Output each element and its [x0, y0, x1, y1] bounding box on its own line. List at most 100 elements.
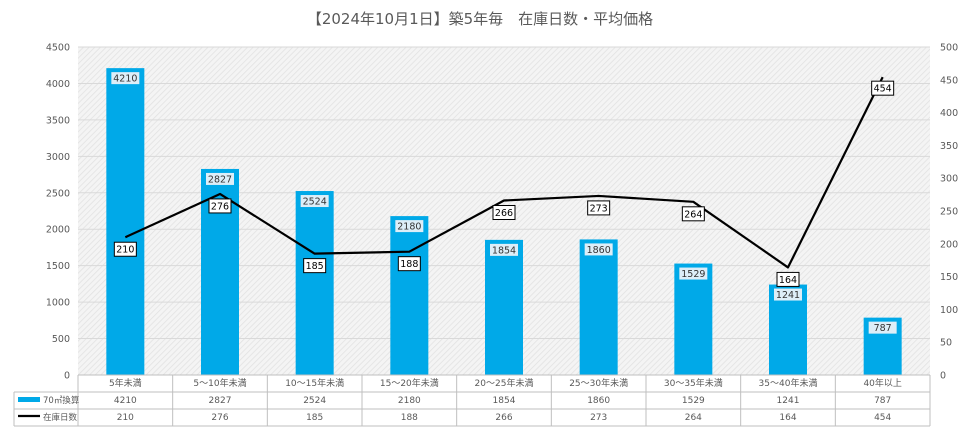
category-label: 25～30年未満 — [569, 377, 628, 389]
line-data-label: 264 — [684, 209, 702, 220]
bar-data-label: 1241 — [776, 290, 800, 301]
bar-data-label: 1860 — [587, 245, 611, 256]
bar-label-box — [300, 195, 329, 208]
line-label-box — [208, 198, 232, 214]
bar-label-box — [206, 172, 234, 185]
category-label: 5～10年未満 — [193, 377, 246, 389]
bar-data-label: 2827 — [208, 174, 232, 185]
table-cell: 276 — [211, 413, 228, 423]
line-data-label: 454 — [874, 84, 892, 95]
category-label: 40年以上 — [863, 377, 901, 389]
y-tick-label: 2500 — [46, 188, 70, 199]
line-label-box — [587, 200, 611, 216]
y-tick-label: 1000 — [46, 298, 70, 309]
table-cell: 273 — [590, 413, 607, 423]
bar — [485, 239, 523, 375]
table-cell: 264 — [685, 413, 702, 423]
axes: 0 500 1000 1500 2000 2500 3000 3500 4000 4500 0 50 1… — [46, 43, 958, 382]
table-cell: 266 — [495, 413, 512, 423]
bar-label-box — [490, 243, 518, 256]
line-label-box — [113, 241, 137, 257]
line-data-label: 266 — [495, 208, 513, 219]
line-data-label: 210 — [116, 245, 134, 256]
line-label-box — [492, 205, 516, 221]
y2-tick-label: 100 — [940, 305, 958, 316]
line-label-box — [776, 271, 800, 287]
bar-data-label: 2524 — [303, 197, 327, 208]
line-label-box — [681, 206, 705, 222]
y2-tick-label: 200 — [940, 239, 958, 250]
bar-label-box — [774, 288, 802, 301]
table-cell: 210 — [117, 413, 134, 423]
table-cell: 1860 — [587, 396, 610, 406]
table-cell: 185 — [306, 413, 323, 423]
y-tick-label: 3500 — [46, 115, 70, 126]
table-cell: 1854 — [493, 396, 516, 406]
y2-tick-label: 50 — [940, 338, 952, 349]
bar-series: 4210 2827 2524 2180 1854 1860 1529 1241 787 — [106, 68, 902, 375]
y2-tick-label: 0 — [940, 371, 946, 382]
y-tick-label: 500 — [52, 334, 70, 345]
y-tick-label: 3000 — [46, 152, 70, 163]
table-cell: 164 — [779, 413, 796, 423]
category-label: 35～40年未満 — [759, 377, 818, 389]
y-tick-label: 4500 — [46, 43, 70, 54]
category-label: 5年未満 — [109, 377, 142, 389]
bar-label-box — [395, 220, 424, 233]
category-label: 10～15年未満 — [285, 377, 344, 389]
table-cell: 2524 — [303, 396, 326, 406]
line-data-label: 164 — [779, 275, 797, 286]
legend-series-name: 70㎡換算 — [43, 395, 80, 406]
table-cell: 787 — [874, 396, 891, 406]
bar — [295, 191, 334, 375]
y2-tick-label: 350 — [940, 141, 958, 152]
bar — [106, 68, 145, 375]
y2-tick-label: 500 — [940, 43, 958, 54]
bar-label-box — [868, 321, 897, 334]
y-tick-label: 2000 — [46, 225, 70, 236]
y2-tick-label: 450 — [940, 75, 958, 86]
bar-label-box — [111, 72, 140, 85]
bar-label-box — [679, 267, 708, 280]
table-cell: 2827 — [209, 396, 232, 406]
bar-data-label: 4210 — [113, 74, 137, 85]
bar — [579, 239, 618, 375]
line-label-box — [303, 258, 327, 274]
legend-key-bar — [18, 397, 40, 402]
chart-title: 【2024年10月1日】築5年毎 在庫日数・平均価格 — [307, 10, 653, 28]
line-data-label: 273 — [590, 203, 608, 214]
line-data-label: 185 — [306, 261, 324, 272]
category-label: 15～20年未満 — [380, 377, 439, 389]
line-data-label: 188 — [400, 259, 418, 270]
y2-tick-label: 150 — [940, 272, 958, 283]
bar — [674, 263, 713, 375]
y-tick-label: 1500 — [46, 261, 70, 272]
line-series: 210 276 185 188 266 273 264 164 454 — [113, 76, 895, 287]
y-tick-label: 0 — [64, 371, 70, 382]
bar — [390, 216, 429, 375]
y-tick-label: 4000 — [46, 79, 70, 90]
line-data-label: 276 — [211, 201, 229, 212]
table-cell: 2180 — [398, 396, 421, 406]
line-label-box — [871, 80, 895, 96]
category-label: 30～35年未満 — [664, 377, 723, 389]
legend-series-name: 在庫日数 — [43, 412, 78, 423]
category-label: 20～25年未満 — [475, 377, 534, 389]
table-cell: 1529 — [682, 396, 705, 406]
y2-tick-label: 400 — [940, 108, 958, 119]
bar-data-label: 787 — [874, 323, 892, 334]
line-series-path — [124, 76, 884, 269]
table-cell: 454 — [874, 413, 891, 423]
table-cell: 4210 — [114, 396, 137, 406]
bar-data-label: 1529 — [681, 269, 705, 280]
table-cell: 1241 — [777, 396, 800, 406]
data-table: 5年未満 5～10年未満 10～15年未満 15～20年未満 20～25年未満 25～30… — [13, 374, 931, 427]
y2-tick-label: 300 — [940, 174, 958, 185]
line-label-box — [397, 256, 421, 272]
bar-data-label: 2180 — [397, 222, 421, 233]
bar-label-box — [584, 243, 613, 256]
y2-tick-label: 250 — [940, 207, 958, 218]
table-cell: 188 — [401, 413, 418, 423]
